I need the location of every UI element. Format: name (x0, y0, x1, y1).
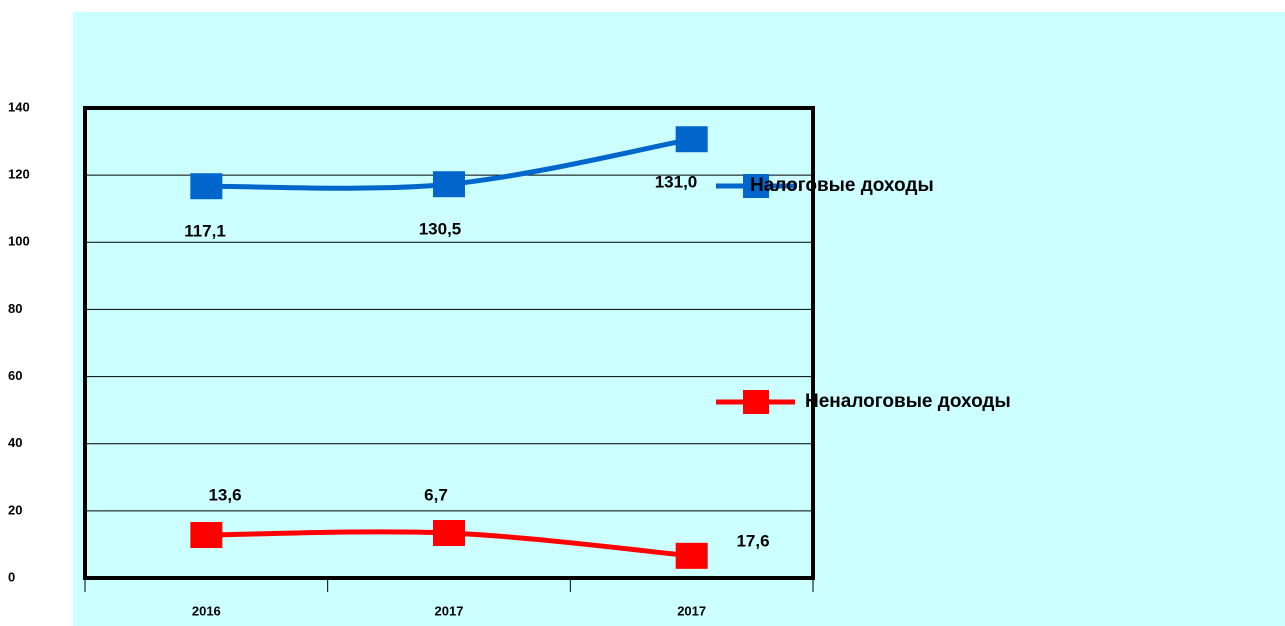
data-point (675, 126, 708, 153)
y-tick-label: 140 (8, 99, 30, 114)
legend-marker (743, 174, 769, 198)
data-point (190, 173, 223, 200)
x-tick-label: 2017 (677, 603, 706, 618)
y-tick-label: 100 (8, 234, 30, 249)
y-tick-label: 120 (8, 167, 30, 182)
data-point (675, 542, 708, 569)
annotation: 131,0 (655, 172, 698, 191)
annotation: 117,1 (184, 221, 226, 240)
y-tick-label: 40 (8, 435, 22, 450)
data-point (433, 171, 465, 198)
y-tick-label: 20 (8, 502, 22, 517)
legend-label: Неналоговые доходы (805, 391, 1011, 412)
y-tick-label: 80 (8, 301, 22, 316)
annotation: 17,6 (736, 531, 769, 550)
y-tick-label: 60 (8, 368, 22, 383)
annotation: 6,7 (424, 485, 448, 504)
annotation: 130,5 (419, 219, 462, 238)
chart-background (73, 12, 1285, 626)
plot-frame (83, 106, 815, 580)
x-tick-label: 2017 (435, 603, 464, 618)
legend-label: Налоговые доходы (750, 175, 934, 196)
annotation: 13,6 (208, 485, 241, 504)
data-point (190, 522, 223, 549)
legend-marker (743, 390, 769, 414)
y-tick-label: 0 (8, 569, 15, 584)
data-point (433, 520, 465, 547)
x-tick-label: 2016 (192, 603, 221, 618)
